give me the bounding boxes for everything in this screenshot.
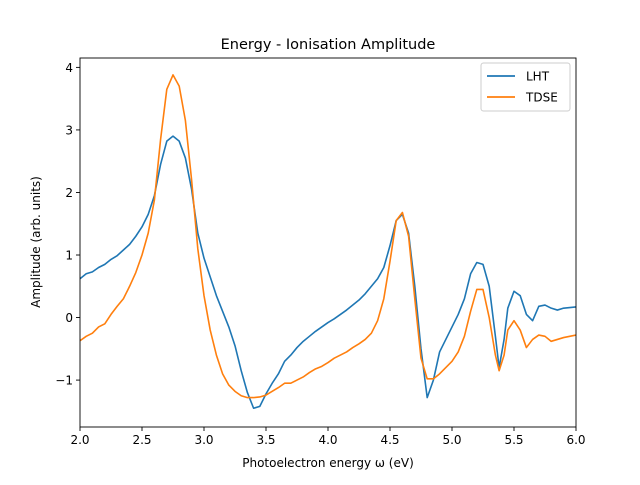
legend-box — [480, 62, 571, 112]
legend-label-lht: LHT — [526, 70, 550, 84]
legend: LHT TDSE — [480, 62, 571, 112]
y-tick-label: 0 — [65, 311, 73, 325]
x-tick-label: 4.0 — [318, 433, 337, 447]
y-tick-label: 4 — [65, 61, 73, 75]
x-tick-label: 5.0 — [442, 433, 461, 447]
series-line-lht — [80, 135, 576, 410]
series-layer — [80, 74, 576, 410]
x-tick-label: 2.0 — [70, 433, 89, 447]
chart-title: Energy - Ionisation Amplitude — [221, 37, 436, 53]
x-tick-label: 2.5 — [132, 433, 151, 447]
y-axis-label: Amplitude (arb. units) — [29, 176, 43, 308]
x-axis-label: Photoelectron energy ω (eV) — [242, 456, 414, 470]
x-tick-label: 5.5 — [504, 433, 523, 447]
x-tick-label: 3.0 — [194, 433, 213, 447]
x-tick-label: 4.5 — [380, 433, 399, 447]
y-tick-label: −1 — [55, 374, 73, 388]
series-line-tdse — [80, 74, 576, 399]
x-tick-label: 6.0 — [566, 433, 585, 447]
y-tick-label: 3 — [65, 123, 73, 137]
x-tick-label: 3.5 — [256, 433, 275, 447]
axes-layer: 2.0 2.5 3.0 3.5 4.0 4.5 5.0 5.5 6.0 −1 0 1 2 3 4 — [55, 57, 586, 447]
y-tick-label: 1 — [65, 249, 73, 263]
legend-label-tdse: TDSE — [525, 91, 558, 105]
y-tick-label: 2 — [65, 186, 73, 200]
